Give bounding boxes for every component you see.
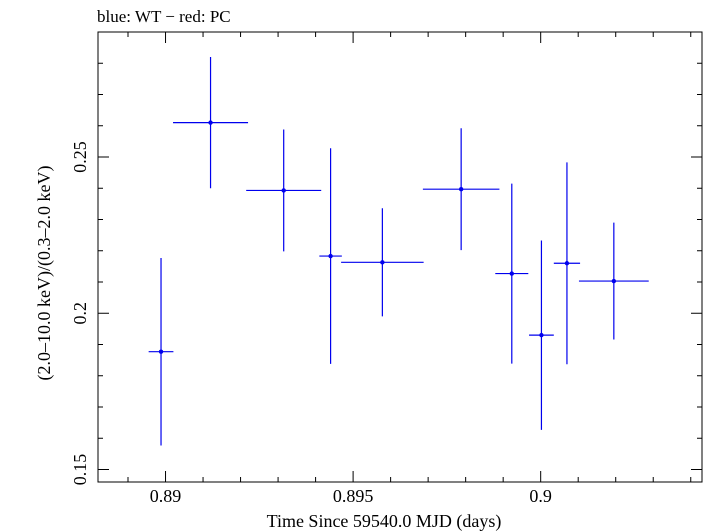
data-point [529,240,554,430]
y-tick-label: 0.2 [70,302,90,325]
plot-frame [97,31,703,483]
data-marker [281,188,286,193]
data-point [578,222,649,340]
x-tick-label: 0.895 [333,486,374,506]
data-point [173,57,249,189]
data-point [422,128,500,251]
data-point [246,129,322,252]
data-marker [458,186,464,192]
data-marker [611,278,617,284]
series-layer [148,57,649,446]
plot-area [97,31,703,483]
y-tick-label: 0.15 [70,454,90,486]
data-point [495,183,529,364]
x-axis: 0.89 0.895 0.9 [127,32,692,506]
data-marker [208,120,213,125]
data-point [319,148,342,364]
data-marker [158,349,164,354]
data-marker [380,260,385,265]
data-marker [539,332,544,338]
x-axis-label: Time Since 59540.0 MJD (days) [267,511,502,532]
x-tick-label: 0.9 [529,486,552,506]
data-point [553,162,581,365]
y-axis: 0.15 0.2 0.25 [70,31,702,486]
y-axis-label: (2.0–10.0 keV)/(0.3–2.0 keV) [34,166,55,381]
x-tick-label: 0.89 [150,486,182,506]
data-marker [564,261,570,266]
chart-title: blue: WT − red: PC [97,7,231,26]
data-marker [509,271,514,276]
data-point [341,208,424,317]
series-wt [148,57,649,446]
y-tick-label: 0.25 [70,141,90,173]
data-marker [328,253,333,259]
data-point [148,257,174,446]
